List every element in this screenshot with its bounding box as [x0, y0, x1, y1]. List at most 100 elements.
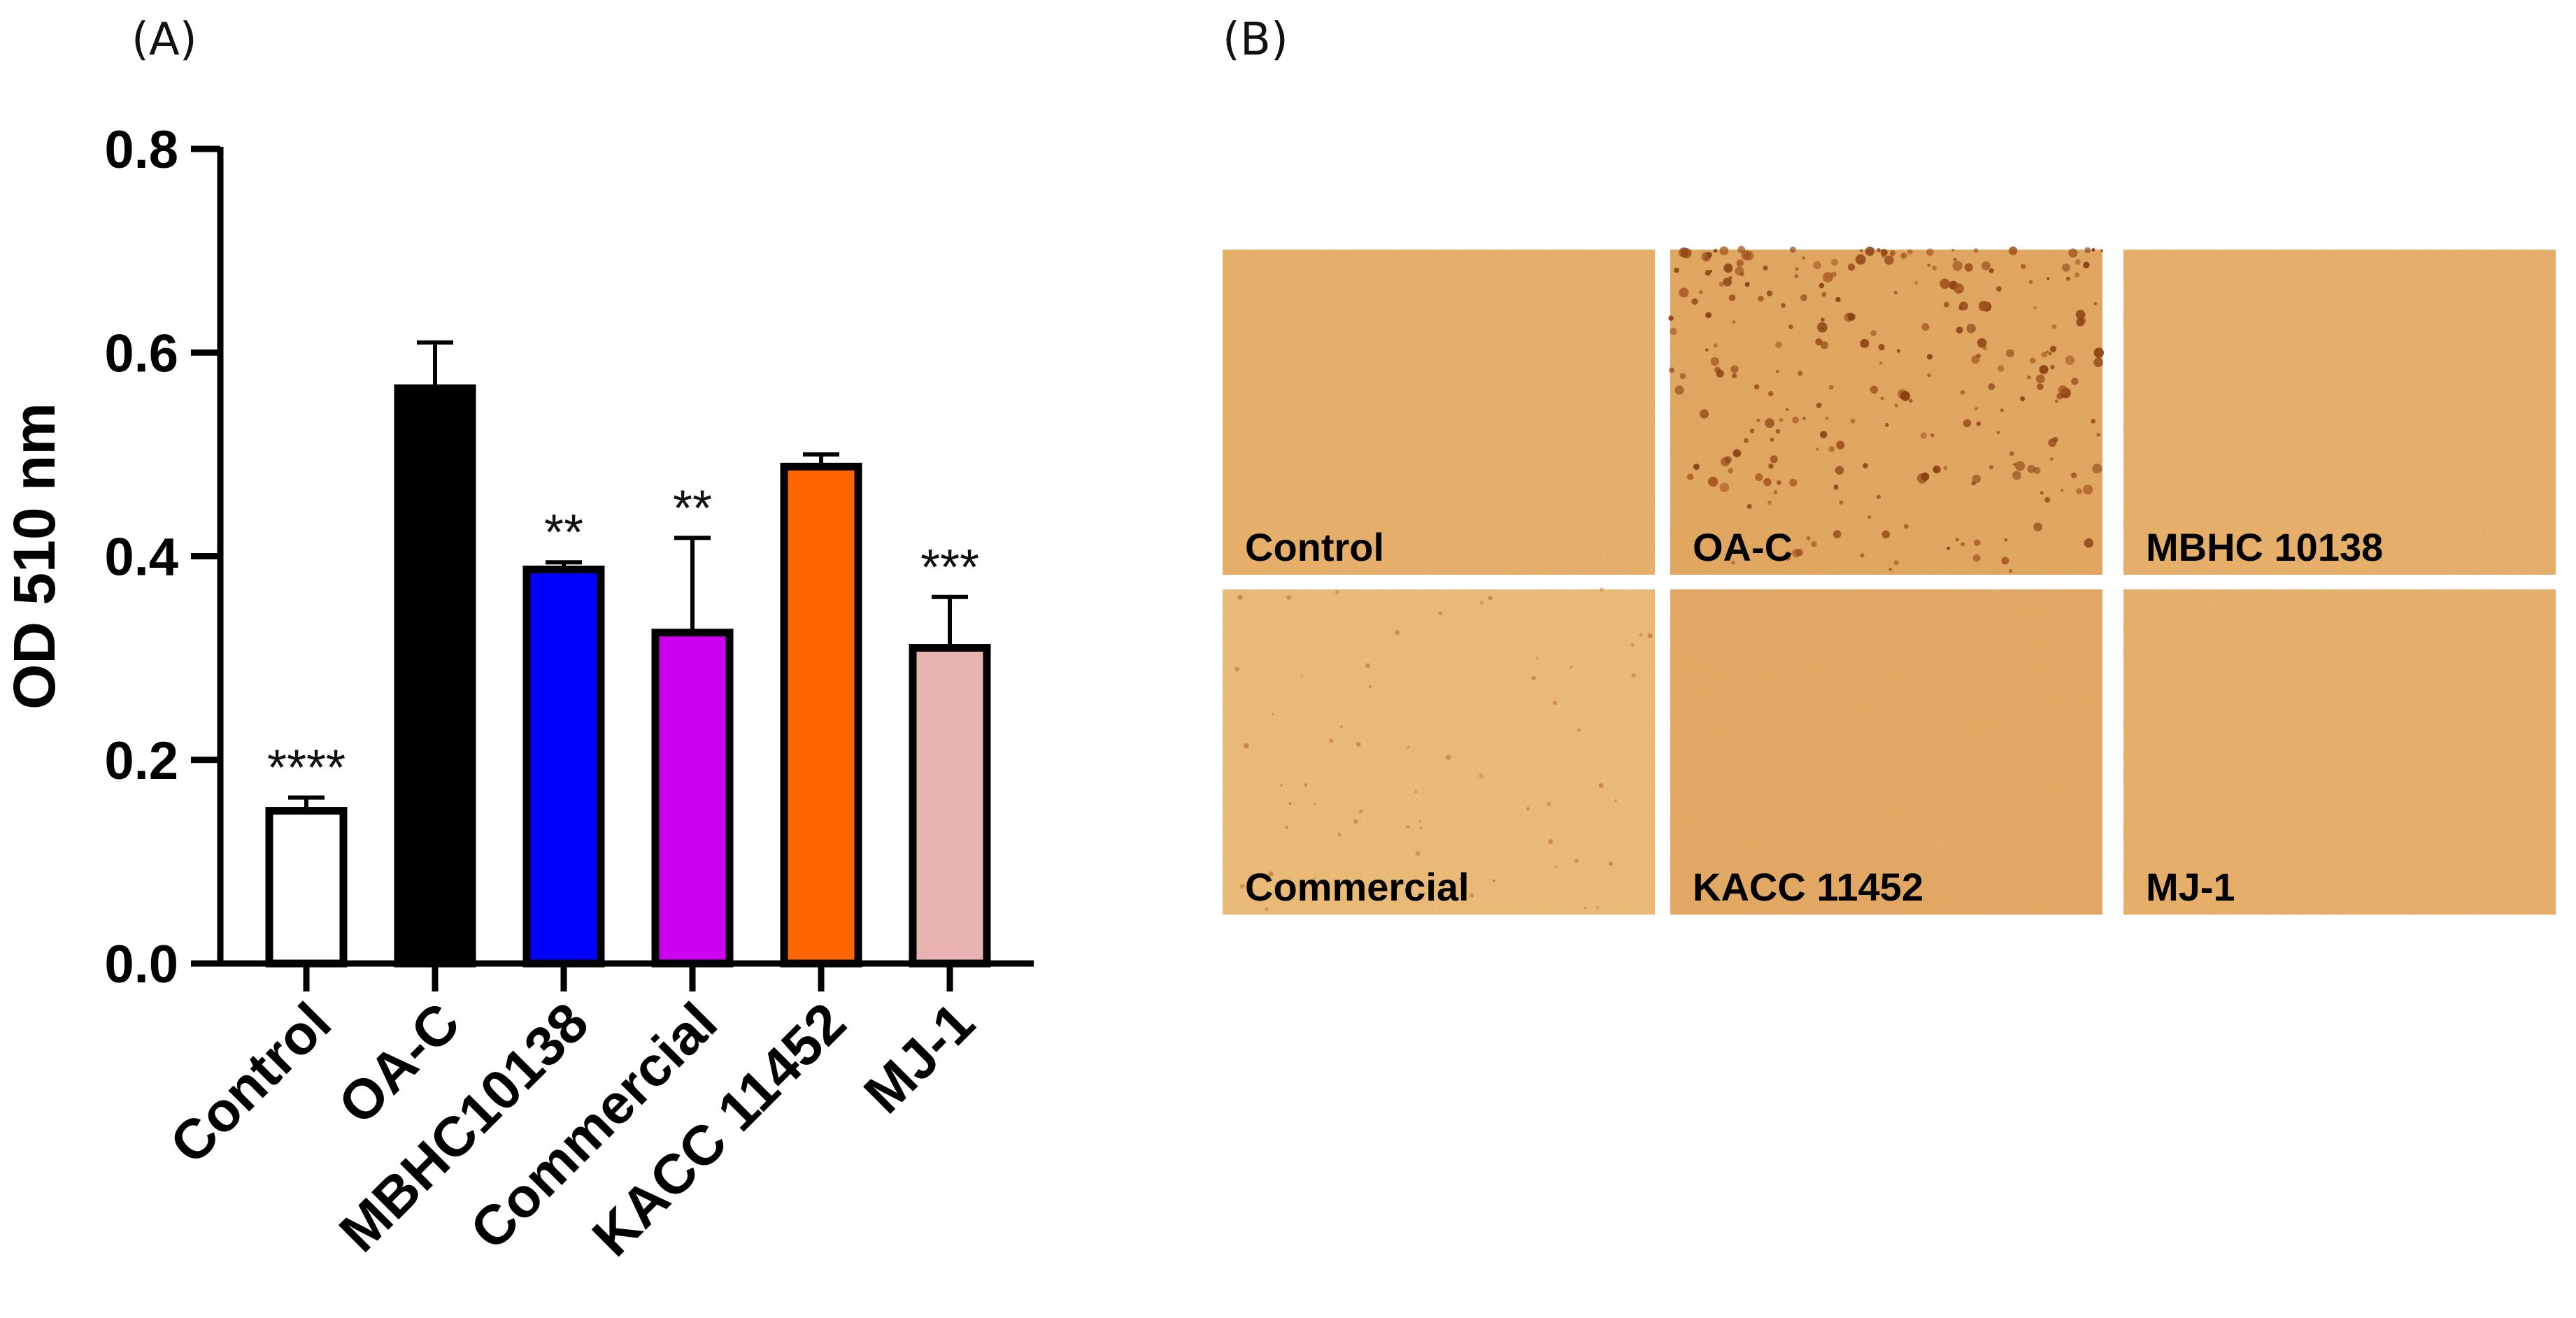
- lipid-droplet: [2009, 568, 2013, 573]
- bar-mbhc10138: [522, 565, 605, 968]
- lipid-droplet: [1723, 277, 1732, 287]
- lipid-droplet: [1944, 301, 1949, 308]
- lipid-droplet: [1728, 275, 1732, 280]
- lipid-droplet: [2083, 262, 2090, 268]
- lipid-droplet: [1555, 865, 1558, 868]
- lipid-droplet: [2006, 349, 2014, 358]
- lipid-droplet: [1974, 407, 1979, 410]
- lipid-droplet: [1802, 417, 1806, 420]
- lipid-droplet: [1972, 554, 1981, 562]
- lipid-droplet: [1932, 265, 1937, 271]
- lipid-droplet: [1996, 430, 2000, 435]
- lipid-droplet: [2047, 277, 2050, 280]
- lipid-droplet: [2060, 489, 2064, 492]
- lipid-droplet: [1900, 391, 1911, 401]
- lipid-droplet: [1766, 290, 1773, 296]
- lipid-droplet: [2068, 248, 2078, 258]
- lipid-droplet: [1865, 246, 1875, 256]
- lipid-droplet: [1600, 587, 1604, 592]
- lipid-droplet: [1795, 267, 1799, 271]
- lipid-droplet: [1966, 323, 1976, 334]
- lipid-droplet: [2027, 464, 2035, 473]
- image-caption: Control: [1245, 525, 1384, 569]
- lipid-droplet: [1981, 261, 1991, 271]
- lipid-droplet: [1577, 728, 1581, 733]
- lipid-droplet: [1813, 261, 1821, 269]
- lipid-droplet: [1574, 858, 1579, 864]
- lipid-droplet: [1732, 373, 1737, 378]
- lipid-droplet: [1860, 249, 1863, 252]
- bar-oa-c: [394, 384, 476, 968]
- image-caption: Commercial: [1245, 865, 1470, 909]
- lipid-droplet: [1693, 464, 1700, 471]
- lipid-droplet: [1879, 361, 1883, 365]
- lipid-droplet: [1977, 338, 1987, 348]
- lipid-droplet: [1584, 906, 1587, 910]
- lipid-droplet: [1933, 465, 1941, 474]
- lipid-droplet: [1833, 530, 1842, 538]
- y-tick-label: 0.4: [104, 528, 178, 587]
- lipid-droplet: [1368, 685, 1372, 689]
- microscopy-image-oa-c: OA-C: [1668, 245, 2104, 575]
- image-caption: KACC 11452: [1693, 865, 1923, 909]
- lipid-droplet: [1789, 246, 1796, 253]
- microscopy-image-kacc-11452: KACC 11452: [1670, 589, 2102, 915]
- lipid-droplet: [1870, 385, 1878, 394]
- lipid-droplet: [2009, 451, 2014, 457]
- y-tick-label: 0.6: [104, 324, 178, 383]
- lipid-droplet: [1754, 384, 1760, 389]
- lipid-droplet: [1816, 447, 1819, 451]
- lipid-droplet: [1744, 250, 1754, 261]
- lipid-droplet: [1798, 371, 1803, 376]
- microscopy-image-grid: Control OA-C MBHC 10138 Commercial KACC 1145…: [1223, 245, 2556, 915]
- lipid-droplet: [2075, 272, 2080, 278]
- lipid-droplet: [1407, 825, 1410, 829]
- lipid-droplet: [1889, 250, 1895, 257]
- lipid-droplet: [1821, 292, 1827, 297]
- lipid-droplet: [1407, 746, 1410, 749]
- lipid-droplet: [1244, 743, 1249, 749]
- lipid-droplet: [2091, 418, 2096, 424]
- lipid-droplet: [1952, 260, 1963, 271]
- lipid-droplet: [2071, 378, 2079, 385]
- lipid-droplet: [1921, 472, 1930, 481]
- lipid-droplet: [1960, 389, 1965, 395]
- lipid-droplet: [1699, 290, 1703, 294]
- lipid-droplet: [1713, 248, 1718, 253]
- lipid-droplet: [1825, 416, 1829, 420]
- lipid-droplet: [1802, 256, 1805, 260]
- lipid-droplet: [1770, 438, 1774, 442]
- lipid-droplet: [2039, 365, 2049, 375]
- lipid-droplet: [1821, 317, 1825, 322]
- lipid-droplet: [1903, 524, 1909, 529]
- lipid-droplet: [1535, 657, 1538, 660]
- lipid-droplet: [1705, 270, 1711, 276]
- lipid-droplet: [1828, 445, 1835, 452]
- lipid-droplet: [1781, 303, 1786, 308]
- lipid-droplet: [1340, 725, 1343, 728]
- lipid-droplet: [1770, 455, 1778, 464]
- lipid-droplet: [1237, 594, 1243, 600]
- lipid-droplet: [1445, 754, 1451, 761]
- lipid-droplet: [1896, 349, 1901, 353]
- lipid-droplet: [1951, 248, 1955, 252]
- lipid-droplet: [2051, 324, 2057, 329]
- lipid-droplet: [1674, 267, 1679, 273]
- lipid-droplet: [1988, 383, 1995, 390]
- bar-chart: 0.00.20.40.60.8OD 510 nm****ControlOA-C*…: [1, 120, 1034, 1268]
- lipid-droplet: [1713, 343, 1718, 348]
- bar-mj-1: [909, 644, 991, 968]
- lipid-droplet: [1800, 294, 1807, 301]
- lipid-droplet: [1313, 877, 1316, 880]
- lipid-droplet: [1631, 673, 1636, 678]
- lipid-droplet: [1930, 433, 1935, 438]
- lipid-droplet: [1847, 263, 1856, 271]
- lipid-droplet: [2071, 472, 2077, 478]
- lipid-droplet: [1356, 742, 1361, 747]
- lipid-droplet: [1964, 263, 1973, 272]
- lipid-droplet: [1744, 282, 1750, 287]
- lipid-droplet: [1988, 268, 1994, 273]
- lipid-droplet: [1488, 596, 1493, 601]
- lipid-droplet: [1285, 826, 1288, 829]
- lipid-droplet: [1723, 263, 1733, 273]
